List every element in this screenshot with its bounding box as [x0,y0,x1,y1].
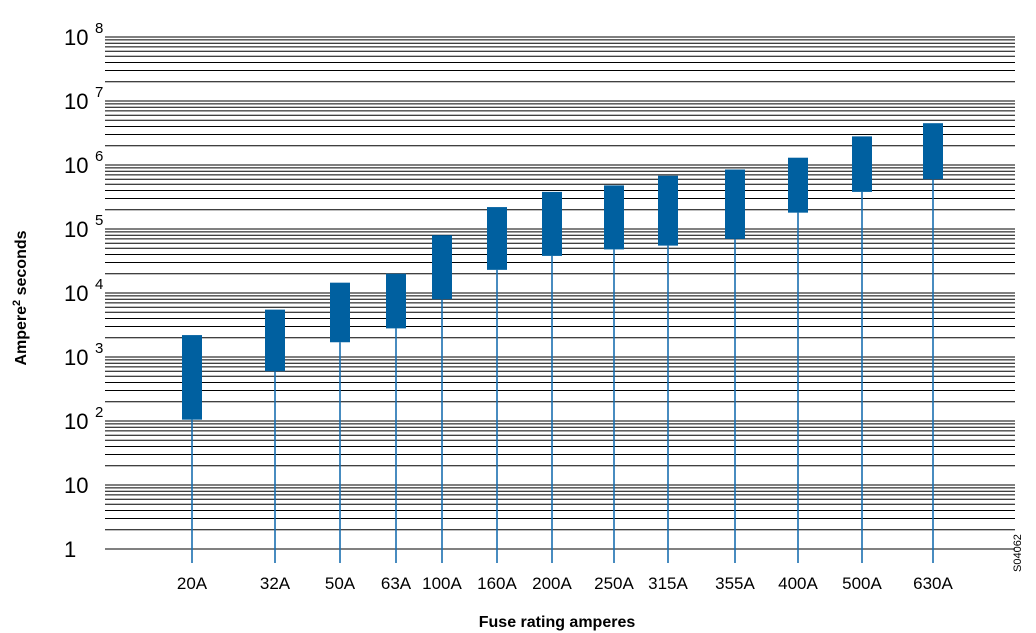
fuse-range-bars [182,123,943,420]
y-axis-title-rest: seconds [13,230,30,299]
y-tick-exponent: 7 [95,84,103,101]
y-tick-label: 10 [64,25,88,50]
y-tick-exponent: 8 [95,20,103,37]
y-tick-exponent: 6 [95,148,103,165]
y-axis-title: Ampere2 seconds [11,230,30,365]
range-bar-200A [542,191,562,256]
x-tick-label: 500A [842,574,882,593]
range-bar-50A [330,282,350,343]
x-tick-label: 400A [778,574,818,593]
y-tick-label: 10 [64,281,88,306]
x-tick-label: 160A [477,574,517,593]
x-axis-ticks: 20A 32A 50A 63A 100A 160A 200A 250A 315A 355A 400A… [177,574,954,593]
range-bar-63A [386,273,406,329]
x-tick-label: 200A [532,574,572,593]
y-axis-title-superscript: 2 [11,300,23,306]
range-bar-20A [182,335,202,420]
x-tick-label: 50A [325,574,356,593]
y-tick-exponent: 4 [95,276,103,293]
fuse-stems [191,179,934,563]
range-bar-500A [852,136,872,192]
y-tick-label: 10 [64,217,88,242]
y-tick-label: 10 [64,89,88,114]
y-tick-exponent: 2 [95,404,103,421]
y-tick-label: 10 [64,345,88,370]
y-axis-title-main: Ampere [13,306,30,366]
y-tick-label: 10 [64,153,88,178]
range-bar-355A [725,169,745,239]
y-tick-exponent: 3 [95,340,103,357]
x-tick-label: 100A [422,574,462,593]
y-tick-label: 10 [64,473,88,498]
y-tick-exponent: 5 [95,212,103,229]
gridlines [105,36,1015,550]
x-axis-title: Fuse rating amperes [479,614,636,631]
reference-code: S04062 [1012,534,1024,572]
range-bar-32A [265,309,285,372]
y-tick-label: 10 [64,409,88,434]
range-bar-400A [788,157,808,213]
range-bar-160A [487,207,507,270]
range-bar-100A [432,235,452,300]
x-tick-label: 250A [594,574,634,593]
x-tick-label: 315A [648,574,688,593]
x-tick-label: 32A [260,574,291,593]
x-tick-label: 63A [381,574,412,593]
y-tick-label: 1 [64,537,76,562]
range-bar-630A [923,123,943,180]
x-tick-label: 630A [913,574,953,593]
x-tick-label: 20A [177,574,208,593]
range-bar-250A [604,185,624,250]
x-tick-label: 355A [715,574,755,593]
y-axis-ticks: 1 10 10 2 10 3 10 4 10 5 10 6 10 7 10 8 [64,20,103,562]
range-bar-315A [658,175,678,246]
